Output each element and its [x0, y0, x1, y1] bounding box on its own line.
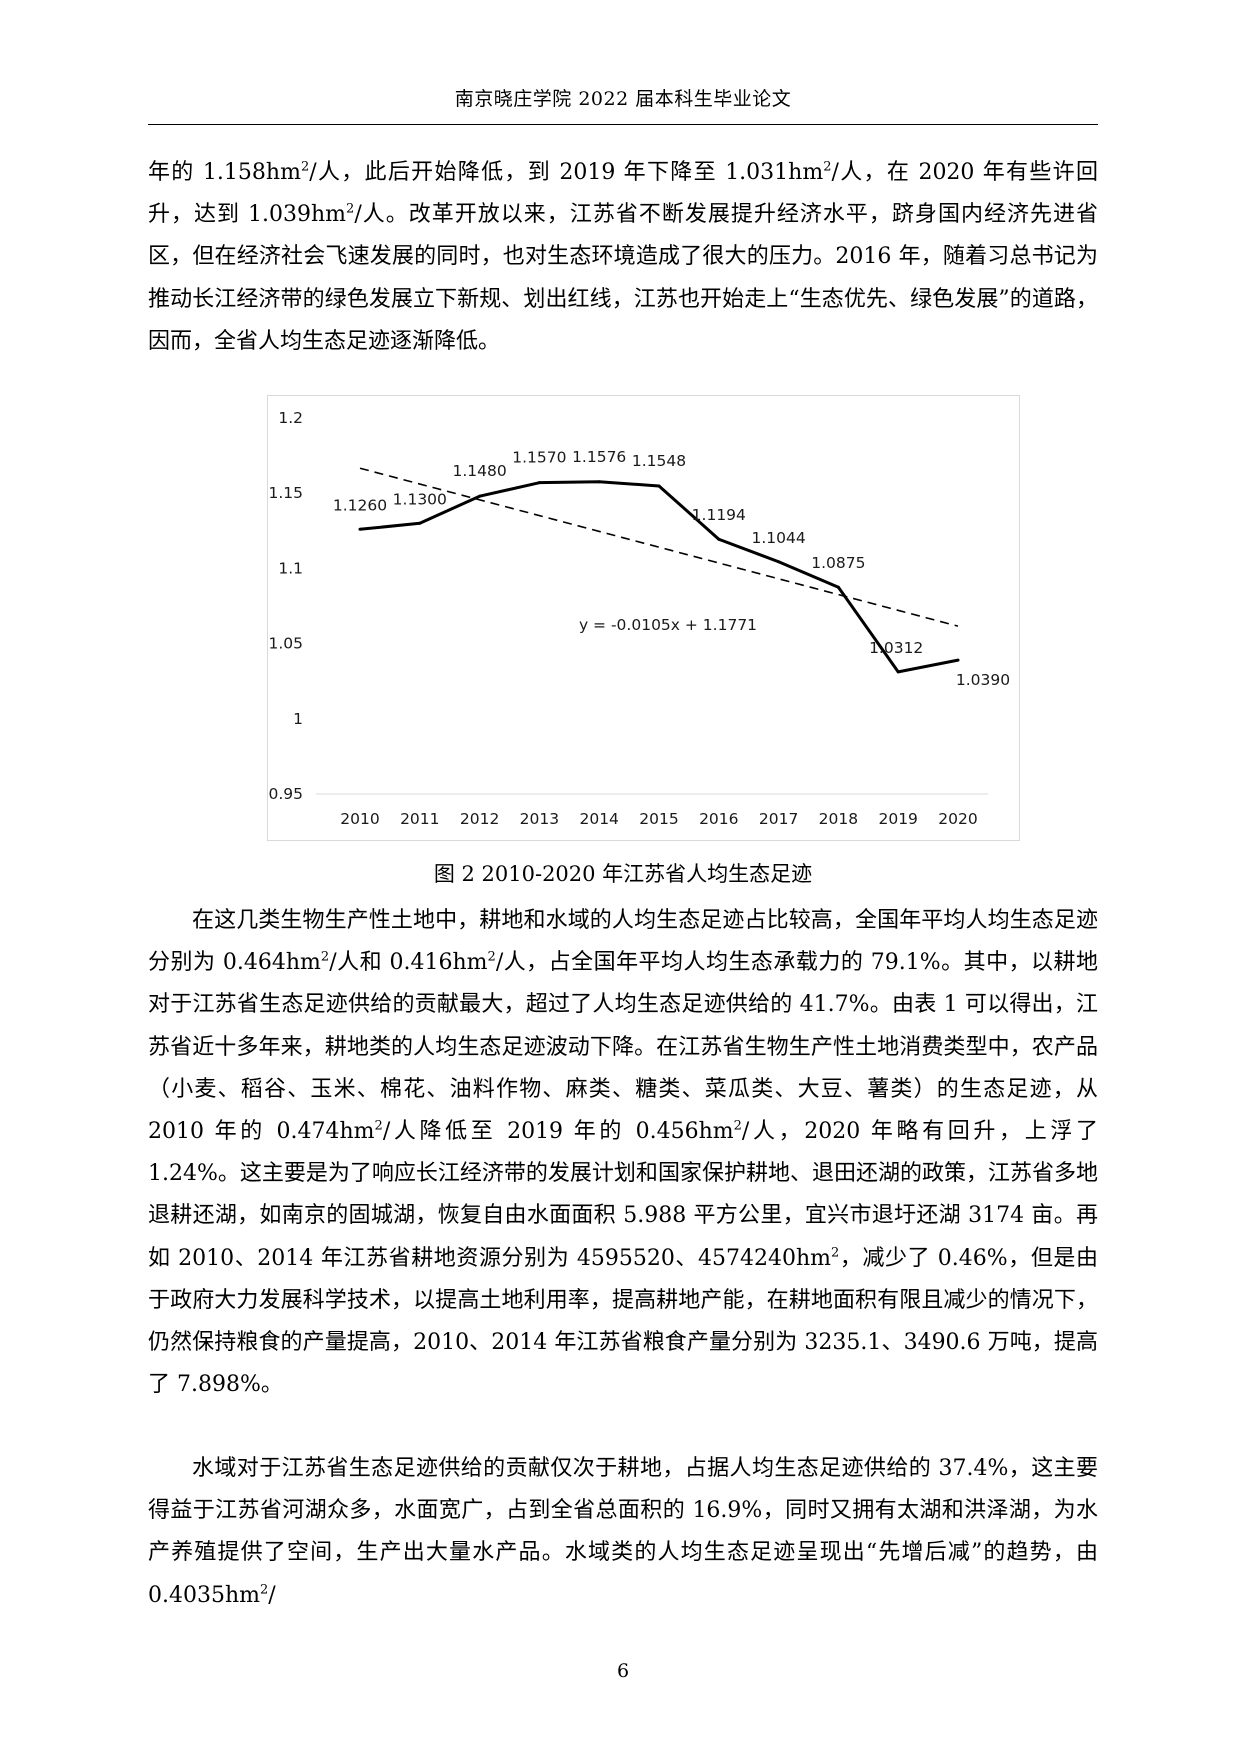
paragraph-3: 水域对于江苏省生态足迹供给的贡献仅次于耕地，占据人均生态足迹供给的 37.4%，… [148, 1456, 1098, 1608]
header-rule [148, 124, 1098, 125]
x-tick-label: 2010 [340, 810, 379, 828]
data-label: 1.1480 [452, 462, 506, 480]
data-point [537, 481, 541, 485]
data-label: 1.1570 [512, 449, 566, 467]
y-tick-label: 1.15 [268, 484, 303, 502]
y-tick-label: 1.1 [278, 559, 303, 577]
x-tick-label: 2019 [878, 810, 917, 828]
data-point [597, 480, 601, 484]
data-point [956, 658, 960, 662]
y-tick-label: 1 [293, 710, 303, 728]
data-label: 1.1548 [632, 452, 686, 470]
chart-svg: 0.95 1 1.05 1.1 1.15 1.2 2010 2011 2012 2013 2014 2… [268, 409, 1010, 828]
page-number: 6 [616, 1660, 630, 1682]
data-point [717, 537, 721, 541]
paragraph-1: 年的 1.158hm2/人，此后开始降低，到 2019 年下降至 1.031hm… [148, 159, 1098, 354]
data-point [777, 560, 781, 564]
x-tick-label: 2016 [699, 810, 738, 828]
y-tick-label: 1.2 [278, 409, 303, 427]
data-point [358, 527, 362, 531]
x-tick-label: 2015 [639, 810, 678, 828]
data-point [418, 521, 422, 525]
x-tick-label: 2014 [579, 810, 618, 828]
paragraph-2: 在这几类生物生产性土地中，耕地和水域的人均生态足迹占比较高，全国年平均人均生态足… [148, 908, 1099, 1398]
data-label: 1.1044 [751, 529, 805, 547]
data-label: 1.0875 [811, 554, 865, 572]
data-label: 1.1300 [393, 490, 447, 508]
x-tick-label: 2018 [819, 810, 858, 828]
data-point [657, 484, 661, 488]
data-label: 1.0390 [956, 671, 1010, 689]
x-tick-label: 2020 [938, 810, 977, 828]
trendline-equation: y = -0.0105x + 1.1771 [579, 616, 757, 634]
data-point [836, 585, 840, 589]
y-tick-label: 0.95 [268, 785, 303, 803]
data-point [478, 494, 482, 498]
data-label: 1.0312 [869, 639, 923, 657]
x-tick-label: 2013 [520, 810, 559, 828]
trendline [359, 467, 959, 627]
data-point [896, 670, 900, 674]
y-tick-label: 1.05 [268, 635, 303, 653]
x-tick-label: 2017 [759, 810, 798, 828]
x-tick-label: 2011 [400, 810, 439, 828]
x-tick-label: 2012 [460, 810, 499, 828]
data-label: 1.1576 [572, 448, 626, 466]
running-header: 南京晓庄学院 2022 届本科生毕业论文 [454, 88, 792, 110]
data-label: 1.1194 [692, 506, 746, 524]
figure-caption: 图 2 2010-2020 年江苏省人均生态足迹 [433, 862, 813, 886]
data-label: 1.1260 [333, 496, 387, 514]
ecological-footprint-chart: 0.95 1 1.05 1.1 1.15 1.2 2010 2011 2012 2013 2014 2… [267, 395, 1020, 841]
